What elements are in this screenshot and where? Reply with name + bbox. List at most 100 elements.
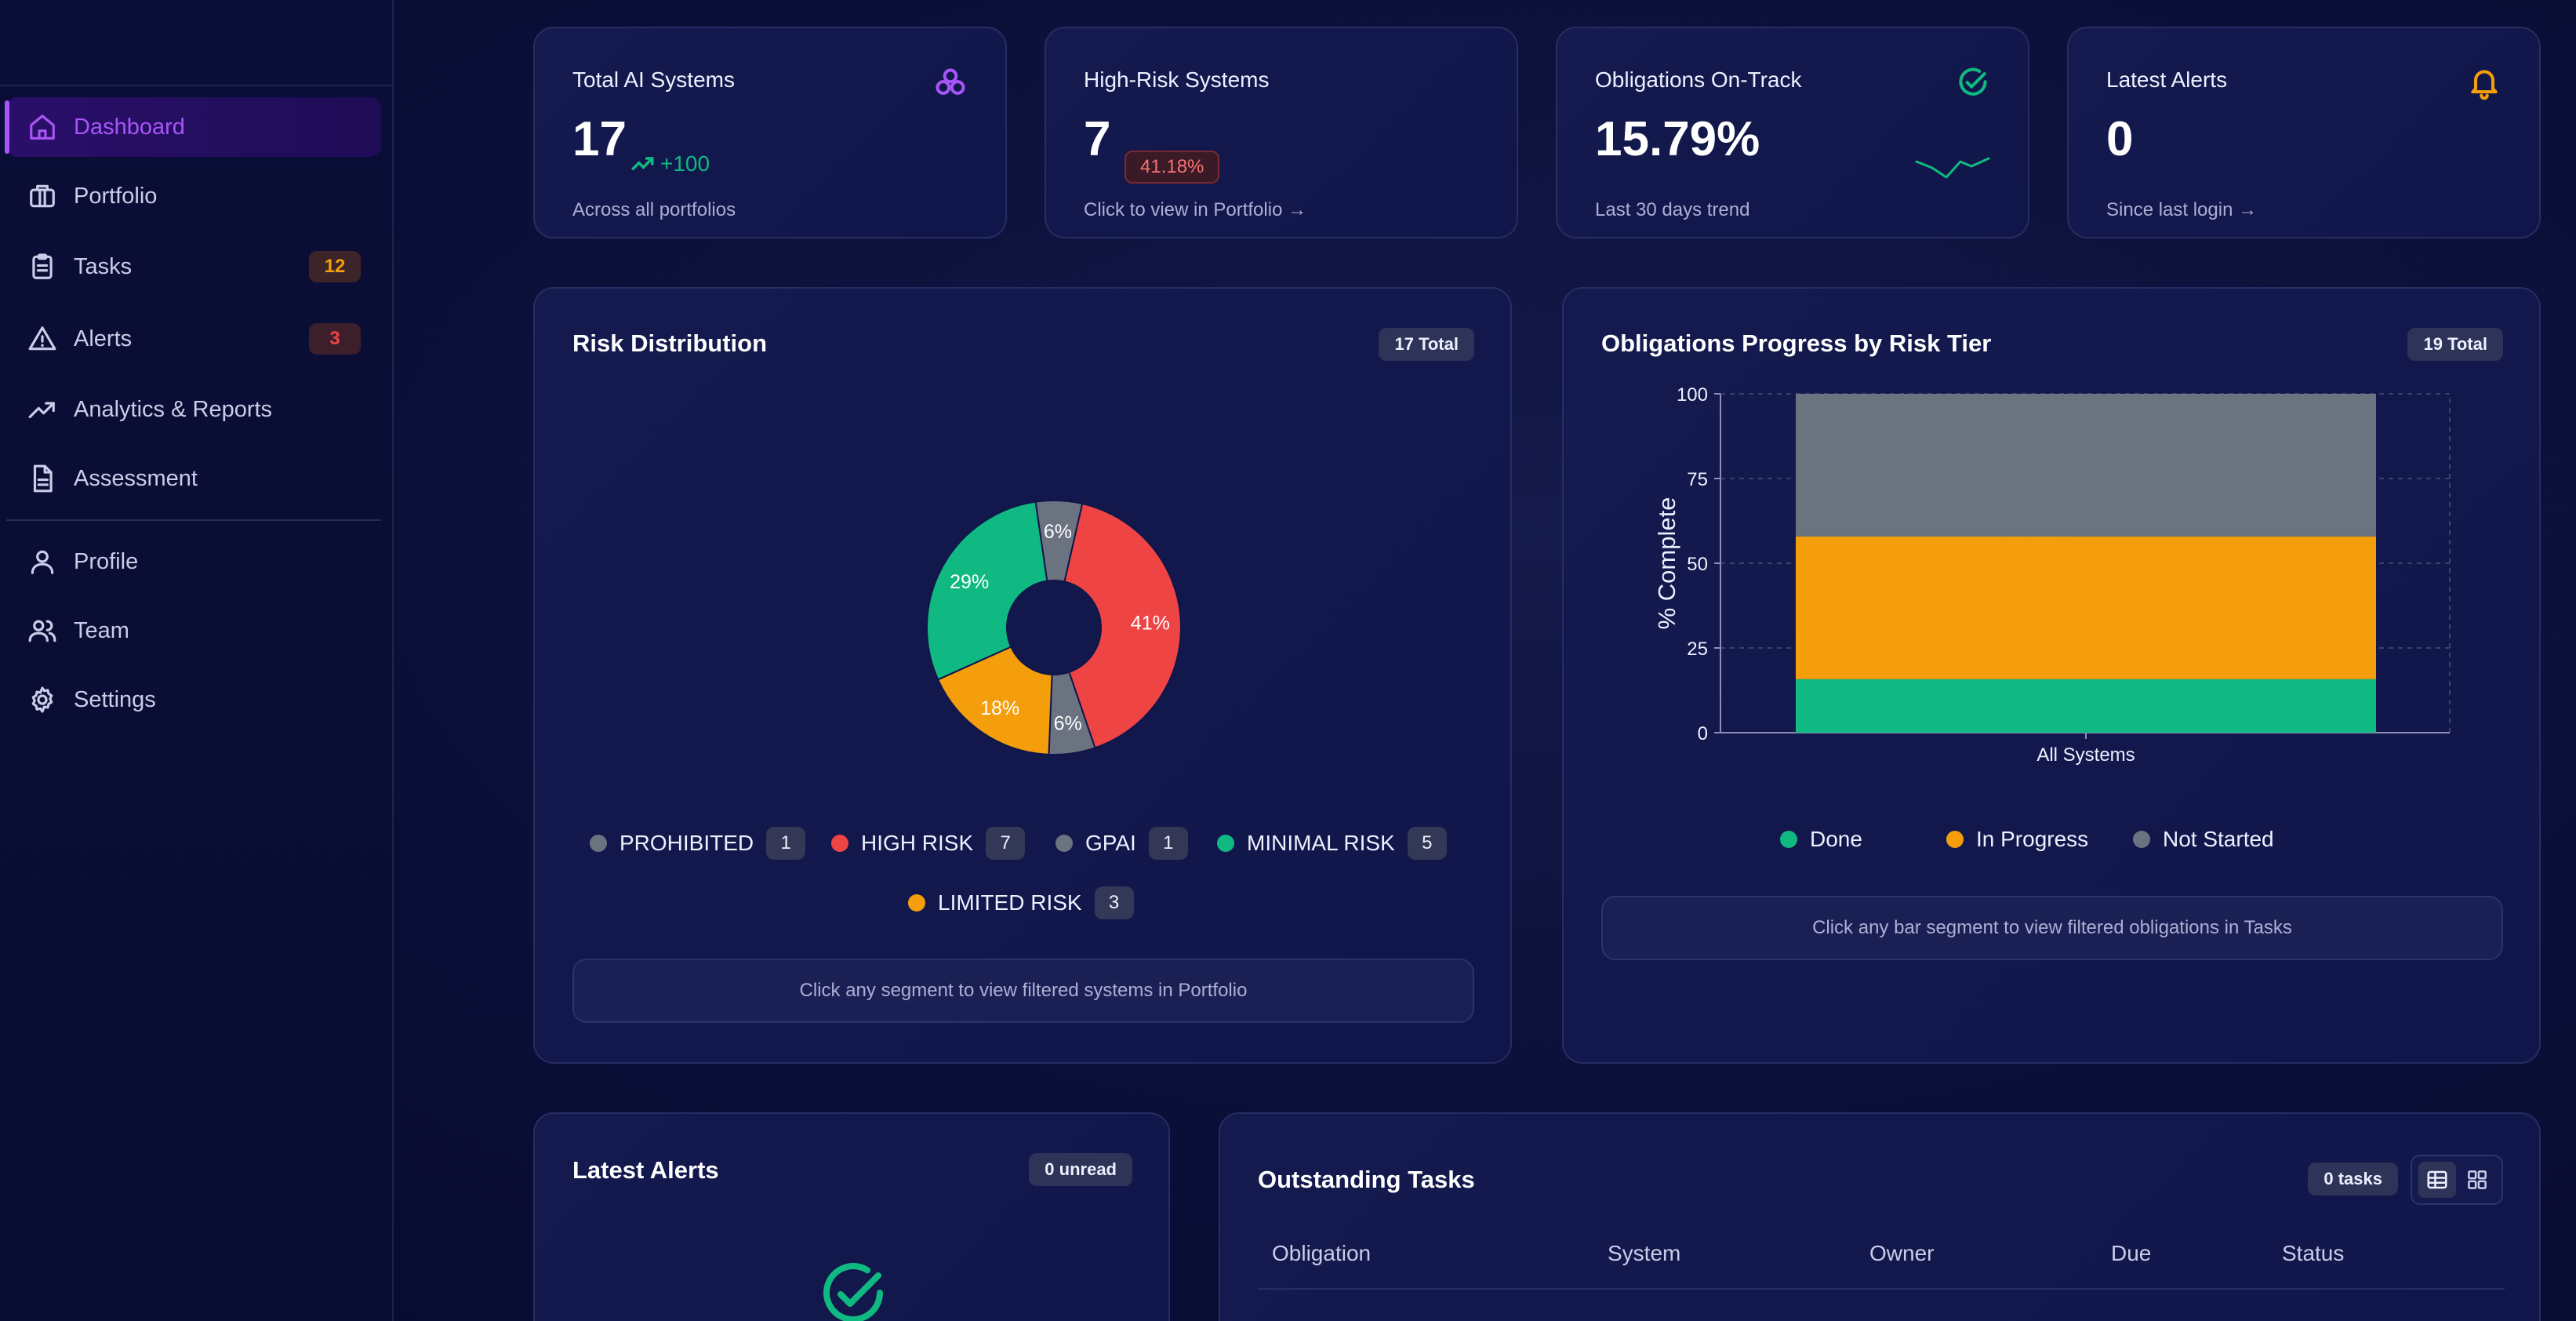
donut-label-prohibited: 6% [1044, 521, 1072, 543]
gear-icon [27, 684, 58, 715]
sidebar-item-label: Portfolio [74, 183, 158, 209]
kpi-link[interactable]: Click to view in Portfolio → [1084, 199, 1307, 220]
table-view-icon[interactable] [2418, 1162, 2456, 1198]
sidebar-item-team[interactable]: Team [6, 601, 381, 660]
view-toggle [2411, 1155, 2503, 1205]
legend-item-high-risk[interactable]: HIGH RISK 7 [831, 827, 1026, 860]
sidebar-item-profile[interactable]: Profile [6, 532, 381, 591]
sidebar-divider-top [0, 85, 392, 86]
obligations-hint-box[interactable]: Click any bar segment to view filtered o… [1601, 896, 2503, 960]
network-icon [933, 66, 968, 100]
legend-item-prohibited[interactable]: PROHIBITED 1 [590, 827, 806, 860]
sidebar-item-label: Alerts [74, 326, 133, 351]
kpi-card-total-ai[interactable]: Total AI Systems 17 +100 Across all port… [533, 27, 1007, 238]
check-circle-icon [1956, 66, 1990, 100]
legend-item-limited-risk[interactable]: LIMITED RISK 3 [908, 886, 1134, 919]
donut-slice-minimal-risk[interactable] [926, 500, 1048, 681]
x-tick-label: All Systems [2036, 744, 2135, 766]
column-header-obligation[interactable]: Obligation [1272, 1241, 1372, 1265]
legend-item-minimal-risk[interactable]: MINIMAL RISK 5 [1217, 827, 1447, 860]
y-tick-label: 25 [1687, 639, 1708, 660]
legend-item-gpai[interactable]: GPAI 1 [1055, 827, 1188, 860]
legend-item-in-progress[interactable]: In Progress [1946, 827, 2088, 852]
kpi-title: Total AI Systems [572, 67, 735, 92]
legend-item-not-started[interactable]: Not Started [2133, 827, 2274, 852]
home-icon [27, 111, 58, 143]
donut-slice-prohibited[interactable] [1034, 500, 1084, 583]
sidebar-item-label: Profile [74, 548, 139, 574]
section-title: Outstanding Tasks [1258, 1166, 1475, 1193]
trending-up-icon [27, 394, 58, 425]
sidebar-divider [6, 519, 381, 521]
document-icon [27, 463, 58, 494]
donut-label-gpai: 6% [1054, 713, 1082, 735]
sidebar-item-portfolio[interactable]: Portfolio [6, 166, 381, 226]
y-tick-label: 100 [1677, 384, 1708, 406]
sidebar: Dashboard Portfolio Tasks 12 Alerts 3 An… [0, 0, 394, 1321]
grid-view-icon[interactable] [2458, 1162, 2496, 1198]
kpi-title: High-Risk Systems [1084, 67, 1270, 92]
kpi-card-alerts[interactable]: Latest Alerts 0 Since last login → [2067, 27, 2541, 238]
kpi-card-obligations[interactable]: Obligations On-Track 15.79% Last 30 days… [1556, 27, 2029, 238]
sidebar-item-tasks[interactable]: Tasks 12 [6, 237, 381, 297]
unread-badge: 0 unread [1029, 1153, 1132, 1186]
legend-dot [1780, 831, 1797, 848]
warning-icon [27, 323, 58, 355]
legend-dot [831, 835, 848, 852]
legend-count: 5 [1407, 827, 1447, 860]
sidebar-item-settings[interactable]: Settings [6, 670, 381, 730]
bar-segment-in-progress[interactable] [1796, 536, 2376, 679]
outstanding-tasks-card: Outstanding Tasks 0 tasks [1219, 1112, 2541, 1321]
obligations-progress-card: Obligations Progress by Risk Tier 19 Tot… [1562, 287, 2541, 1064]
alerts-count-badge: 3 [309, 323, 361, 355]
legend-label: GPAI [1085, 831, 1136, 855]
kpi-card-high-risk[interactable]: High-Risk Systems 7 41.18% Click to view… [1045, 27, 1518, 238]
column-header-due[interactable]: Due [2111, 1241, 2152, 1265]
legend-item-done[interactable]: Done [1780, 827, 1862, 852]
legend-count: 1 [1148, 827, 1188, 860]
donut-slice-high-risk[interactable] [1063, 502, 1182, 749]
clipboard-icon [27, 251, 58, 282]
kpi-value: 0 [2106, 112, 2134, 166]
donut-label-minimal-risk: 29% [950, 571, 989, 593]
y-tick-label: 50 [1687, 554, 1708, 575]
legend-count: 7 [986, 827, 1026, 860]
sidebar-item-label: Team [74, 617, 129, 643]
trending-up-icon [630, 157, 654, 171]
check-circle-icon [816, 1258, 891, 1321]
sidebar-item-label: Dashboard [74, 114, 185, 140]
sidebar-item-assessment[interactable]: Assessment [6, 449, 381, 508]
y-axis-label: % Complete [1653, 497, 1680, 630]
kpi-subtitle: Across all portfolios [572, 199, 736, 220]
kpi-trend: +100 [629, 151, 710, 177]
column-header-owner[interactable]: Owner [1869, 1241, 1935, 1265]
legend-label: PROHIBITED [619, 831, 754, 855]
risk-distribution-card: Risk Distribution 17 Total 41% 6% 18% 29% 6%… [533, 287, 1512, 1064]
sidebar-item-dashboard[interactable]: Dashboard [5, 97, 381, 157]
bar-segment-done[interactable] [1796, 679, 2376, 733]
donut-slice-limited-risk[interactable] [936, 646, 1053, 755]
risk-hint-box[interactable]: Click any segment to view filtered syste… [572, 959, 1474, 1023]
legend-count: 3 [1094, 886, 1134, 919]
risk-donut-chart[interactable]: 41% 6% 18% 29% 6% [897, 471, 1211, 784]
column-header-status[interactable]: Status [2282, 1241, 2345, 1265]
legend-dot [590, 835, 607, 852]
legend-dot [1055, 835, 1073, 852]
kpi-value: 15.79% [1595, 112, 1760, 166]
sidebar-item-alerts[interactable]: Alerts 3 [6, 309, 381, 369]
kpi-value: 7 [1084, 112, 1111, 166]
kpi-trend-value: +100 [660, 151, 710, 176]
section-title: Obligations Progress by Risk Tier [1601, 329, 1992, 357]
column-header-system[interactable]: System [1608, 1241, 1681, 1265]
bar-segment-not-started[interactable] [1796, 394, 2376, 537]
kpi-subtitle: Last 30 days trend [1595, 199, 1750, 220]
legend-count: 1 [766, 827, 806, 860]
legend-label: LIMITED RISK [938, 890, 1082, 915]
obligations-bar-chart[interactable]: 0 25 50 75 100 All Systems % Complete [1611, 383, 2505, 1073]
legend-dot [2133, 831, 2150, 848]
sidebar-item-analytics[interactable]: Analytics & Reports [6, 380, 381, 439]
table-header-divider [1258, 1288, 2505, 1290]
donut-label-limited-risk: 18% [980, 697, 1019, 719]
kpi-link[interactable]: Since last login → [2106, 199, 2258, 220]
kpi-title: Latest Alerts [2106, 67, 2228, 92]
